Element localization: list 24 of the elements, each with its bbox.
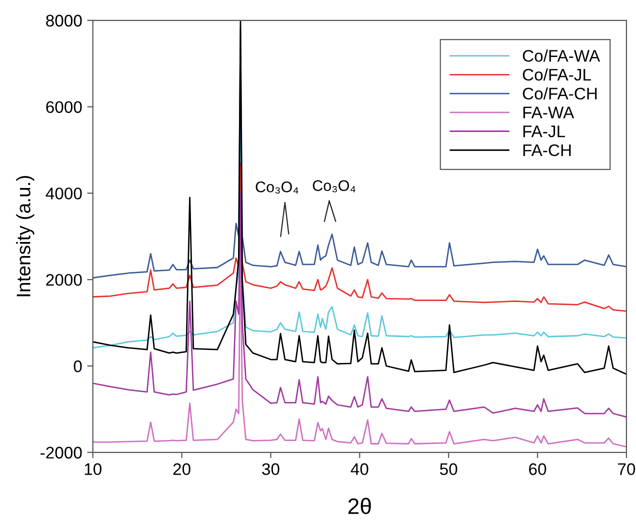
- legend-label: FA-CH: [523, 144, 571, 156]
- x-tick-label: 10: [84, 463, 102, 476]
- legend-label: Co/FA-CH: [522, 87, 597, 100]
- y-tick-label: 6000: [46, 101, 82, 113]
- legend-label: FA-JL: [523, 126, 566, 138]
- x-axis-title: 2θ: [348, 498, 371, 514]
- x-tick-label: 40: [350, 463, 368, 476]
- y-tick-label: 0: [74, 360, 82, 372]
- y-axis-title: Intensity (a.u.): [16, 176, 34, 296]
- legend-label: FA-WA: [523, 106, 574, 118]
- x-tick-label: 20: [173, 463, 190, 476]
- x-tick-label: 30: [262, 463, 280, 476]
- legend-label: Co/FA-JL: [522, 68, 591, 81]
- y-tick-label: -2000: [40, 446, 82, 459]
- x-tick-label: 70: [618, 463, 636, 476]
- line-series: [92, 192, 626, 418]
- y-tick-label: 2000: [46, 274, 82, 286]
- annotation: Co₃O₄: [256, 182, 298, 194]
- annotation: Co₃O₄: [312, 180, 356, 192]
- y-tick-label: 4000: [46, 188, 82, 200]
- y-tick-label: 8000: [46, 14, 82, 27]
- x-tick-label: 60: [529, 463, 546, 476]
- legend-label: Co/FA-WA: [522, 50, 600, 62]
- x-tick-label: 50: [440, 463, 458, 476]
